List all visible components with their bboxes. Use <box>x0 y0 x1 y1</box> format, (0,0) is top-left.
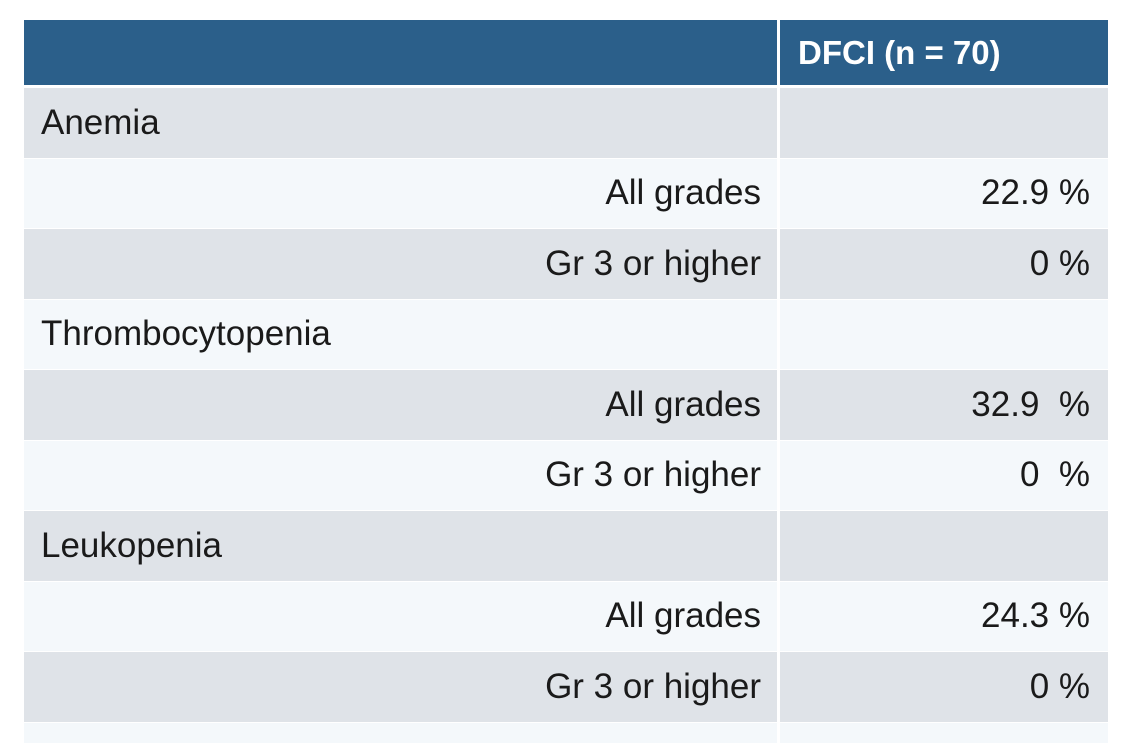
table-footer-strip <box>24 722 1108 744</box>
table-row: Gr 3 or higher 0 % <box>24 229 1108 300</box>
header-label-cell <box>24 20 780 85</box>
category-label: Anemia <box>24 88 780 158</box>
row-value: 22.9 % <box>981 173 1090 213</box>
grade-label: All grades <box>24 370 780 440</box>
row-value <box>780 511 1108 581</box>
row-value: 0 % <box>1029 243 1090 283</box>
footer-spacer <box>780 723 1108 743</box>
grade-label: All grades <box>24 581 780 651</box>
table-row: All grades 32.9 % <box>24 370 1108 441</box>
row-value: 24.3 % <box>981 596 1090 636</box>
row-value <box>780 88 1108 158</box>
table-row-thrombocytopenia: Thrombocytopenia <box>24 299 1108 370</box>
grade-label: All grades <box>24 158 780 228</box>
grade-label: Gr 3 or higher <box>24 652 780 722</box>
table-row-leukopenia: Leukopenia <box>24 511 1108 582</box>
table-header-row: DFCI (n = 70) <box>24 20 1108 88</box>
table-row: Gr 3 or higher 0 % <box>24 440 1108 511</box>
row-value: 0 % <box>1029 666 1090 706</box>
grade-label: Gr 3 or higher <box>24 440 780 510</box>
table-row: All grades 22.9 % <box>24 158 1108 229</box>
footer-spacer <box>24 722 780 743</box>
table-row: All grades 24.3 % <box>24 581 1108 652</box>
category-label: Leukopenia <box>24 511 780 581</box>
adverse-events-table: DFCI (n = 70) Anemia All grades 22.9 % G… <box>24 20 1108 744</box>
row-value: 32.9 % <box>971 384 1090 424</box>
table-row-anemia: Anemia <box>24 88 1108 159</box>
row-value: 0 % <box>1019 455 1090 495</box>
table-row: Gr 3 or higher 0 % <box>24 652 1108 723</box>
header-dfci-cell: DFCI (n = 70) <box>798 33 1001 71</box>
category-label: Thrombocytopenia <box>24 299 780 369</box>
row-value <box>780 300 1108 370</box>
grade-label: Gr 3 or higher <box>24 229 780 299</box>
